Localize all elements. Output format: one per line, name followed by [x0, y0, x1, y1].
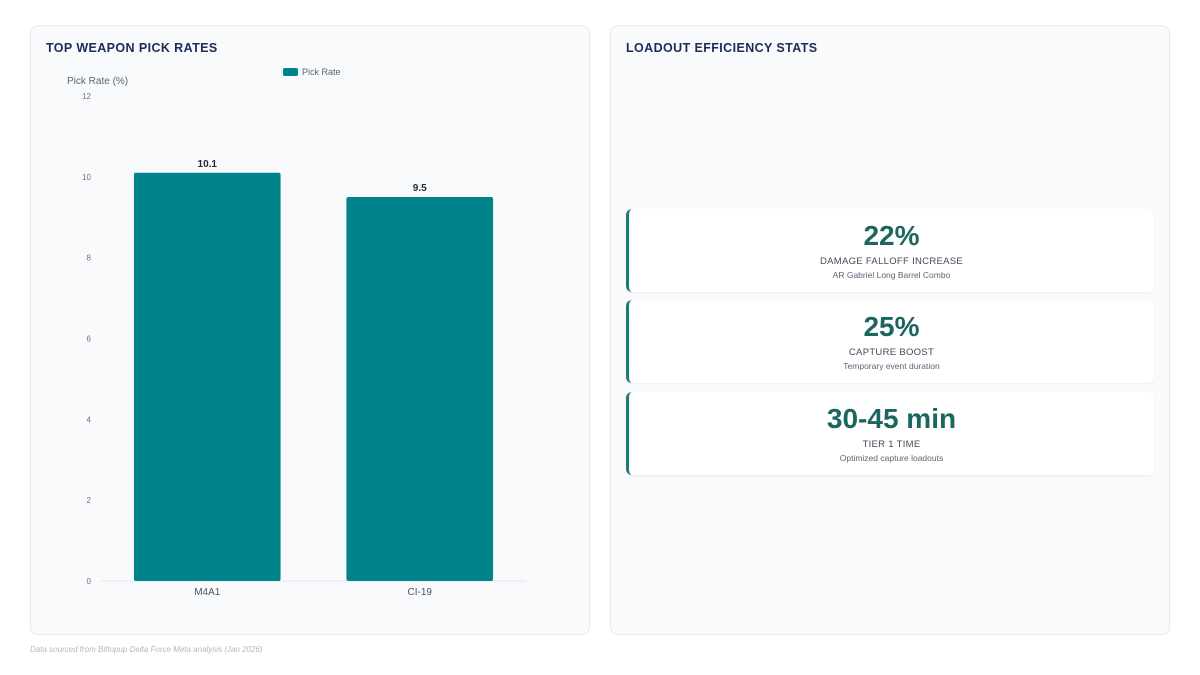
- y-tick-label: 6: [87, 335, 92, 344]
- stat-card-damage-falloff: 22% DAMAGE FALLOFF INCREASE AR Gabriel L…: [626, 209, 1154, 292]
- y-tick-label: 8: [87, 254, 92, 263]
- bar-m4a1: [133, 172, 281, 581]
- y-axis-title: Pick Rate (%): [67, 76, 128, 87]
- y-tick-label: 10: [82, 173, 91, 182]
- stat-value: 30-45 min: [826, 403, 957, 434]
- stat-subtitle: Temporary event duration: [843, 361, 940, 371]
- stat-label: DAMAGE FALLOFF INCREASE: [819, 256, 964, 267]
- y-tick-label: 4: [87, 415, 92, 424]
- stat-card-capture-boost: 25% CAPTURE BOOST Temporary event durati…: [626, 300, 1154, 383]
- chart-panel-title: TOP WEAPON PICK RATES: [46, 41, 218, 55]
- chart-panel: TOP WEAPON PICK RATES Pick Rate Pick Rate…: [30, 25, 590, 635]
- stat-label: CAPTURE BOOST: [848, 347, 935, 358]
- stat-card-tier1-time: 30-45 min TIER 1 TIME Optimized capture …: [626, 392, 1154, 475]
- legend-label: Pick Rate: [302, 67, 341, 77]
- bar-ci-19: [346, 197, 494, 581]
- stat-label: TIER 1 TIME: [862, 439, 921, 450]
- stat-subtitle: Optimized capture loadouts: [839, 453, 944, 463]
- y-tick-label: 2: [87, 496, 92, 505]
- stats-panel: LOADOUT EFFICIENCY STATS 22% DAMAGE FALL…: [610, 25, 1170, 635]
- legend-swatch: [283, 68, 298, 76]
- bar-data-label: 9.5: [413, 183, 427, 194]
- stat-value: 22%: [863, 220, 920, 251]
- y-tick-label: 0: [87, 577, 92, 586]
- bar-data-label: 10.1: [198, 159, 218, 170]
- y-tick-label: 12: [82, 92, 91, 101]
- stats-panel-title: LOADOUT EFFICIENCY STATS: [626, 41, 818, 55]
- stat-subtitle: AR Gabriel Long Barrel Combo: [832, 270, 951, 280]
- stat-value: 25%: [863, 311, 920, 342]
- x-tick-label: M4A1: [194, 587, 221, 598]
- pick-rate-chart: Pick Rate Pick Rate (%) 0 2 4 6 8 10 12 10.1 M4A1 9…: [67, 67, 526, 598]
- source-footnote: Data sourced from Bittopup Delta Force M…: [30, 645, 263, 654]
- x-tick-label: CI-19: [408, 587, 433, 598]
